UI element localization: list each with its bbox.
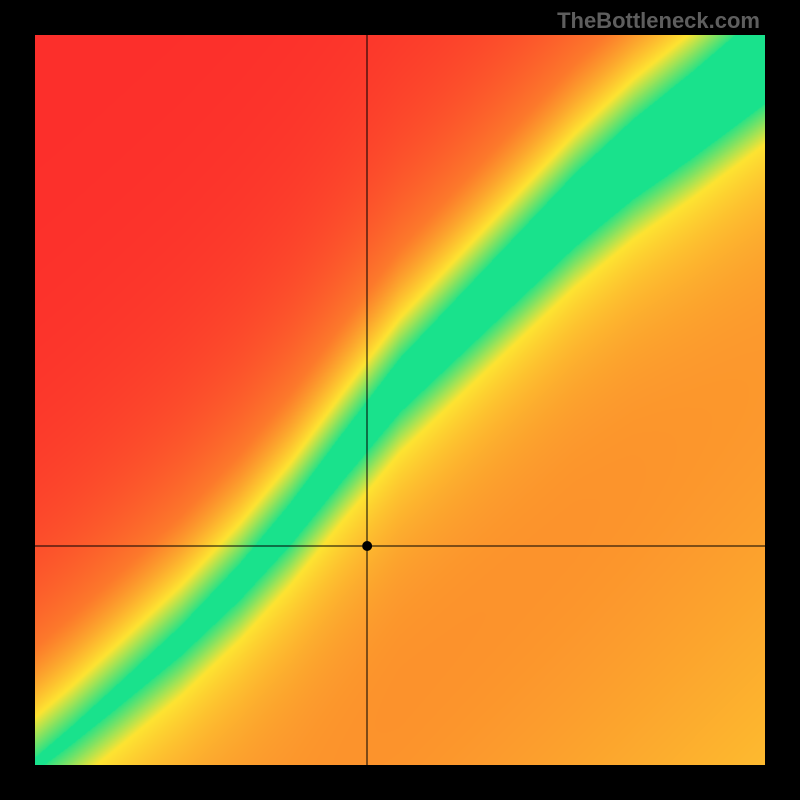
watermark-text: TheBottleneck.com — [557, 8, 760, 34]
crosshair-dot — [362, 541, 372, 551]
chart-frame: TheBottleneck.com — [0, 0, 800, 800]
crosshair-overlay — [35, 35, 765, 765]
